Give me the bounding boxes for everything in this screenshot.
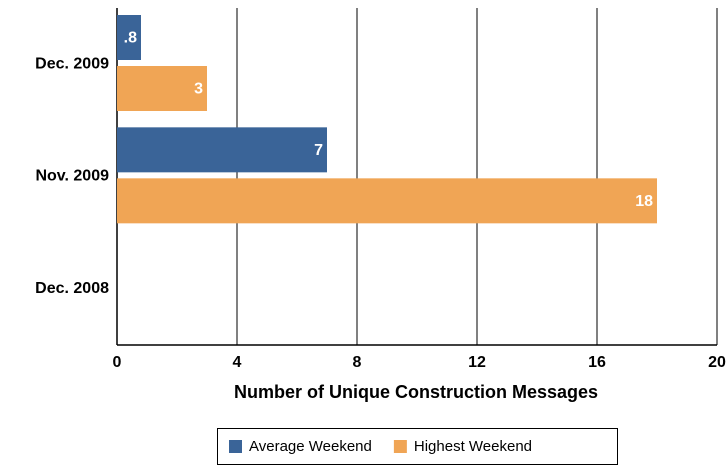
legend-swatch [229,440,242,453]
x-tick-label: 16 [588,354,606,371]
x-tick-label: 20 [708,354,726,371]
legend-label: Highest Weekend [414,438,532,455]
y-tick-label: Dec. 2009 [35,55,109,72]
legend-swatch [393,440,407,453]
x-tick-label: 12 [468,354,486,371]
bar [117,127,327,173]
legend-label: Average Weekend [249,438,372,455]
y-tick-label: Dec. 2008 [35,280,109,297]
bar [117,15,141,60]
value-label: 18 [635,193,653,210]
y-tick-label: Nov. 2009 [35,168,109,185]
x-tick-label: 0 [113,354,122,371]
x-tick-label: 4 [233,354,242,371]
x-tick-label: 8 [353,354,362,371]
value-label: .8 [124,30,137,47]
legend-box [217,428,618,465]
bar [117,178,657,224]
x-axis-title: Number of Unique Construction Messages [234,382,598,402]
bar [117,66,207,111]
value-label: 3 [194,81,203,98]
value-label: 7 [314,142,323,159]
